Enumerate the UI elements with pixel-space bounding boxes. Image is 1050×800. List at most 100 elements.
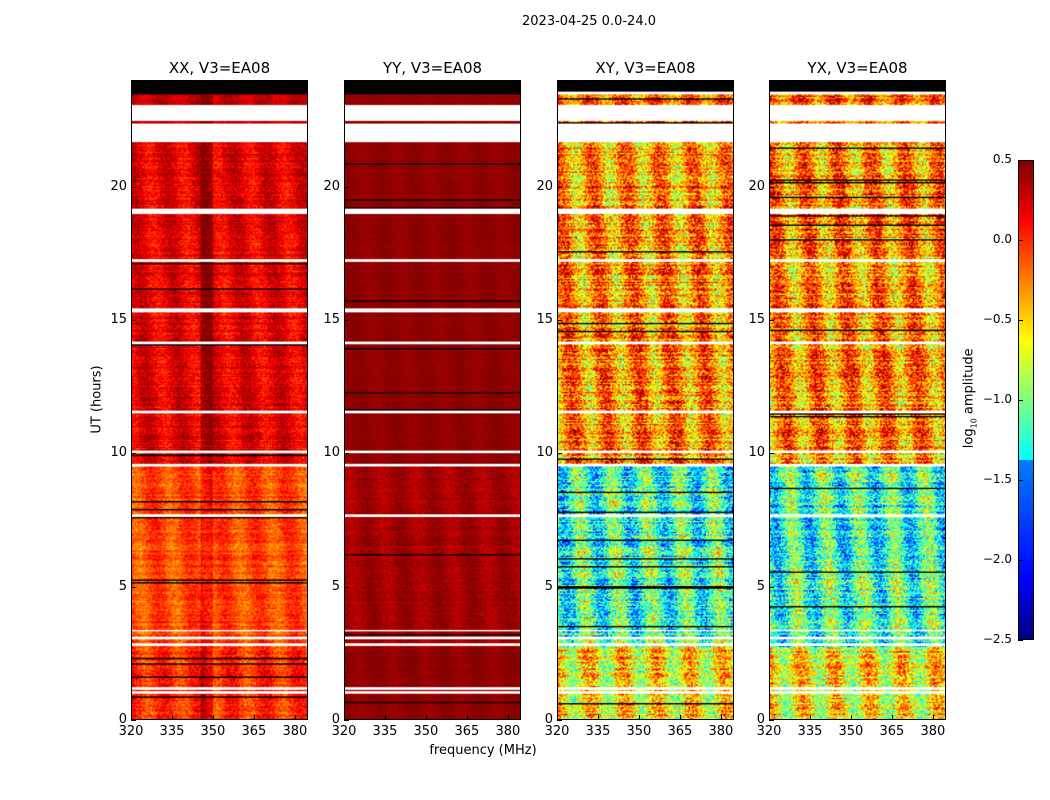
heatmap-cells-yy: [345, 81, 520, 719]
x-tick-label: 365: [454, 724, 480, 739]
x-tick-mark: [425, 715, 427, 720]
colorbar-tick-label: 0.0: [992, 232, 1012, 246]
colorbar-tick-mark: [1018, 560, 1023, 561]
x-axis-label: frequency (MHz): [429, 743, 537, 758]
heatmap-panel-xy: [557, 80, 734, 720]
colorbar-tick-label: 0.5: [992, 152, 1012, 166]
y-tick-mark: [344, 453, 349, 455]
heatmap-panel-xx: [131, 80, 308, 720]
x-tick-mark: [507, 715, 509, 720]
y-tick-label: 15: [748, 312, 765, 327]
x-tick-mark: [850, 715, 852, 720]
x-tick-mark: [466, 715, 468, 720]
x-tick-mark: [131, 715, 132, 720]
y-tick-mark: [131, 186, 136, 188]
colorbar-tick-mark: [1018, 160, 1023, 161]
panel-title-xy: XY, V3=EA08: [595, 59, 696, 77]
y-tick-mark: [557, 453, 562, 455]
colorbar-tick-label: −2.0: [982, 552, 1012, 566]
colorbar-label-log: log: [961, 428, 977, 449]
colorbar-label-sub: 10: [969, 418, 979, 429]
x-tick-mark: [891, 715, 893, 720]
y-tick-mark: [769, 453, 774, 455]
x-tick-label: 380: [495, 724, 521, 739]
y-tick-mark: [557, 186, 562, 188]
x-tick-mark: [294, 715, 296, 720]
heatmap-cells-xx: [132, 81, 307, 719]
panel-title-yx: YX, V3=EA08: [807, 59, 908, 77]
x-tick-label: 350: [838, 724, 864, 739]
x-tick-label: 320: [544, 724, 570, 739]
y-tick-label: 0: [118, 712, 127, 727]
y-tick-label: 10: [536, 445, 553, 461]
colorbar-tick-mark: [1018, 400, 1023, 401]
y-tick-mark: [131, 453, 136, 455]
x-tick-mark: [809, 715, 811, 720]
x-tick-label: 335: [159, 724, 185, 739]
y-tick-mark: [769, 186, 774, 188]
colorbar-tick-label: −2.5: [982, 632, 1012, 646]
y-tick-label: 10: [748, 445, 765, 461]
heatmap-cells-xy: [558, 81, 733, 719]
x-tick-mark: [253, 715, 255, 720]
y-tick-label: 15: [110, 312, 127, 327]
colorbar-tick-mark: [1018, 240, 1023, 241]
x-tick-label: 335: [372, 724, 398, 739]
y-tick-mark: [344, 720, 349, 721]
colorbar-tick-label: −1.0: [982, 392, 1012, 406]
x-tick-label: 365: [879, 724, 905, 739]
colorbar-tick-mark: [1018, 480, 1023, 481]
figure-title: 2023-04-25 0.0-24.0: [522, 14, 656, 29]
y-tick-mark: [344, 586, 349, 588]
colorbar-tick-label: −1.5: [982, 472, 1012, 486]
y-tick-label: 15: [323, 312, 340, 327]
y-tick-label: 0: [544, 712, 553, 727]
x-tick-mark: [384, 715, 386, 720]
x-tick-mark: [769, 715, 770, 720]
panel-title-xx: XX, V3=EA08: [168, 59, 271, 77]
y-tick-mark: [131, 720, 136, 721]
y-tick-label: 5: [331, 578, 340, 594]
x-tick-mark: [212, 715, 214, 720]
panel-title-yy: YY, V3=EA08: [382, 59, 483, 77]
x-tick-label: 365: [241, 724, 267, 739]
y-tick-label: 0: [756, 712, 765, 727]
y-tick-mark: [131, 586, 136, 588]
heatmap-cells-yx: [770, 81, 945, 719]
x-tick-label: 350: [200, 724, 226, 739]
x-tick-label: 335: [585, 724, 611, 739]
x-tick-label: 320: [756, 724, 782, 739]
x-tick-label: 380: [920, 724, 946, 739]
y-axis-label: UT (hours): [89, 365, 105, 434]
x-tick-label: 320: [118, 724, 144, 739]
y-tick-mark: [769, 720, 774, 721]
x-tick-mark: [344, 715, 345, 720]
y-tick-label: 0: [331, 712, 340, 727]
y-tick-mark: [557, 586, 562, 588]
x-tick-mark: [679, 715, 681, 720]
x-tick-label: 380: [708, 724, 734, 739]
y-tick-label: 20: [748, 178, 765, 194]
x-tick-label: 350: [626, 724, 652, 739]
x-tick-mark: [720, 715, 722, 720]
x-tick-label: 350: [413, 724, 439, 739]
heatmap-panel-yy: [344, 80, 521, 720]
y-tick-label: 20: [323, 178, 340, 194]
y-tick-mark: [769, 320, 774, 321]
x-tick-label: 380: [282, 724, 308, 739]
y-tick-label: 15: [536, 312, 553, 327]
y-tick-mark: [557, 320, 562, 321]
y-tick-label: 5: [118, 578, 127, 594]
colorbar-tick-mark: [1018, 640, 1023, 641]
colorbar-tick-mark: [1018, 320, 1023, 321]
y-tick-label: 10: [323, 445, 340, 461]
y-tick-label: 20: [110, 178, 127, 194]
y-tick-label: 20: [536, 178, 553, 194]
y-tick-mark: [131, 320, 136, 321]
y-tick-label: 5: [544, 578, 553, 594]
y-tick-mark: [344, 186, 349, 188]
y-tick-label: 5: [756, 578, 765, 594]
x-tick-mark: [557, 715, 558, 720]
x-tick-mark: [171, 715, 173, 720]
